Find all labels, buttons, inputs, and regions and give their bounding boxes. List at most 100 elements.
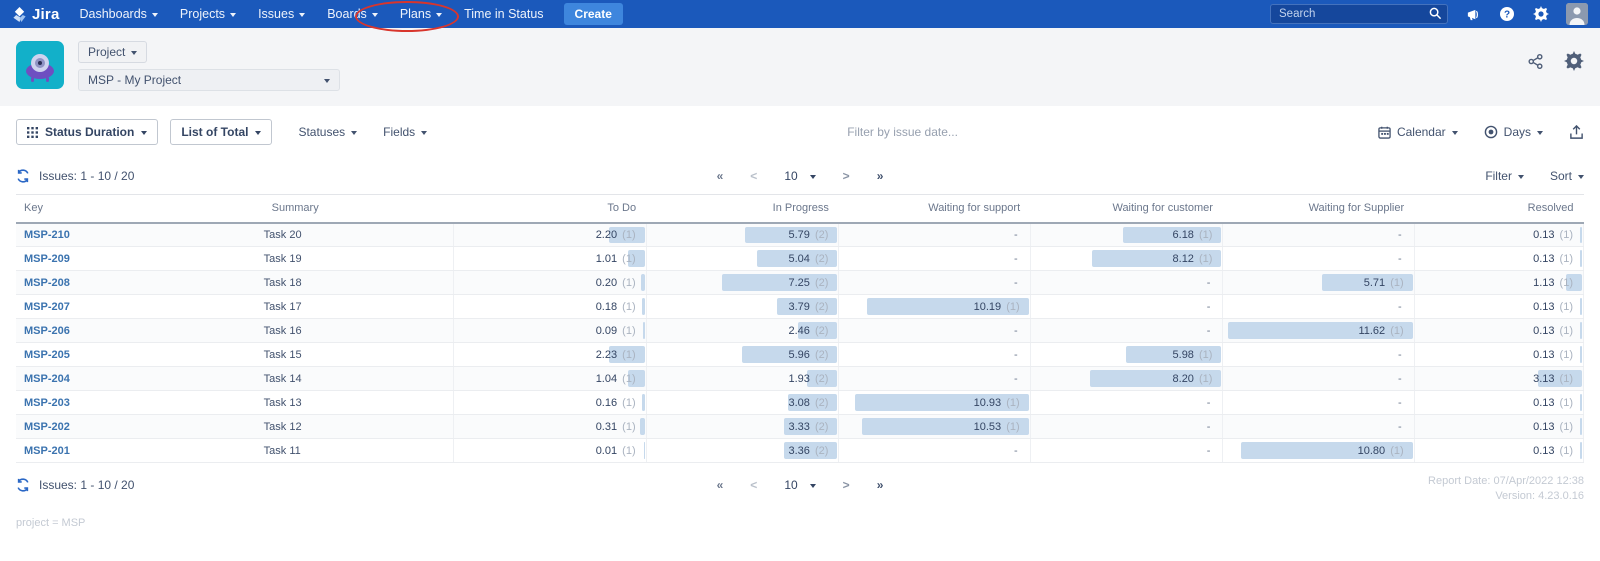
nav-item-dashboards[interactable]: Dashboards <box>80 7 158 21</box>
jira-logo[interactable]: Jira <box>12 6 60 23</box>
column-header-waiting-support[interactable]: Waiting for support <box>838 194 1031 224</box>
duration-count: (1) <box>619 420 636 433</box>
duration-bar <box>642 394 645 411</box>
nav-item-label: Plans <box>399 7 432 21</box>
column-header-summary[interactable]: Summary <box>263 194 454 224</box>
duration-bar <box>1580 394 1582 411</box>
project-type-dropdown[interactable]: Project <box>78 41 148 63</box>
column-header-waiting-customer[interactable]: Waiting for customer <box>1030 194 1223 224</box>
export-icon[interactable] <box>1569 124 1584 140</box>
project-select[interactable]: MSP - My Project <box>78 69 340 91</box>
page-size-dropdown[interactable]: 10 <box>784 169 816 183</box>
issue-key-link[interactable]: MSP-203 <box>24 396 70 409</box>
column-header-resolved[interactable]: Resolved <box>1414 194 1584 224</box>
duration-value: 3.13 <box>1533 372 1555 385</box>
duration-value: 10.93 <box>973 396 1002 409</box>
nav-menu: Dashboards Projects Issues Boards Plans … <box>80 7 544 21</box>
duration-value: 0.09 <box>595 324 618 337</box>
duration-value: - <box>1013 372 1018 385</box>
issue-key-link[interactable]: MSP-201 <box>24 444 70 457</box>
duration-bar <box>721 274 838 291</box>
refresh-icon[interactable] <box>16 169 30 183</box>
duration-count: (1) <box>1556 324 1573 337</box>
announcements-icon[interactable] <box>1464 5 1482 23</box>
duration-bar <box>1580 442 1582 459</box>
issue-key-link[interactable]: MSP-209 <box>24 252 70 265</box>
nav-item-plans[interactable]: Plans <box>399 7 443 21</box>
nav-item-boards[interactable]: Boards <box>327 7 378 21</box>
duration-value: - <box>1206 396 1211 409</box>
duration-bar <box>1125 346 1222 363</box>
duration-cell: 0.13 (1) <box>1413 246 1585 271</box>
duration-bar <box>641 274 645 291</box>
search-icon[interactable] <box>1429 7 1442 20</box>
duration-value: - <box>1013 444 1018 457</box>
duration-count: (1) <box>1387 324 1404 337</box>
chevron-down-icon <box>131 50 138 55</box>
issue-key-link[interactable]: MSP-206 <box>24 324 70 337</box>
settings-gear-icon[interactable] <box>1564 51 1584 71</box>
share-icon[interactable] <box>1527 53 1544 70</box>
duration-cell: - <box>1029 318 1223 343</box>
calendar-dropdown[interactable]: Calendar <box>1378 125 1458 139</box>
first-page-icon[interactable]: « <box>716 478 724 492</box>
duration-cell: - <box>838 246 1031 271</box>
duration-value: 5.04 <box>788 252 810 265</box>
status-duration-dropdown[interactable]: Status Duration <box>16 119 159 145</box>
next-page-icon[interactable]: > <box>842 478 850 492</box>
nav-item-label: Projects <box>179 7 226 21</box>
svg-text:?: ? <box>1504 10 1510 21</box>
help-icon[interactable]: ? <box>1498 5 1516 23</box>
last-page-icon[interactable]: » <box>876 478 884 492</box>
duration-count: (1) <box>619 348 636 361</box>
chevron-down-icon <box>436 12 443 17</box>
days-dropdown[interactable]: Days <box>1484 125 1543 139</box>
next-page-icon[interactable]: > <box>842 169 850 183</box>
gear-icon[interactable] <box>1532 5 1550 23</box>
duration-value: 0.31 <box>595 420 618 433</box>
refresh-icon[interactable] <box>16 478 30 492</box>
page-size-dropdown[interactable]: 10 <box>784 478 816 492</box>
list-of-total-dropdown[interactable]: List of Total <box>170 119 273 145</box>
duration-cell: - <box>838 318 1031 343</box>
chevron-down-icon <box>809 483 816 488</box>
column-header-todo[interactable]: To Do <box>453 194 647 224</box>
nav-item-time-in-status[interactable]: Time in Status <box>464 7 543 21</box>
column-header-key[interactable]: Key <box>16 194 264 224</box>
nav-item-projects[interactable]: Projects <box>179 7 237 21</box>
duration-bar <box>1090 370 1222 387</box>
duration-value: 0.13 <box>1533 396 1555 409</box>
column-header-waiting-supplier[interactable]: Waiting for Supplier <box>1222 194 1415 224</box>
issue-key-link[interactable]: MSP-204 <box>24 372 70 385</box>
user-avatar[interactable] <box>1566 3 1588 25</box>
sort-dropdown[interactable]: Sort <box>1550 169 1584 183</box>
first-page-icon[interactable]: « <box>716 169 724 183</box>
issue-date-filter-input[interactable] <box>792 125 1013 139</box>
statuses-dropdown[interactable]: Statuses <box>298 125 358 139</box>
create-button[interactable]: Create <box>563 3 623 25</box>
fields-dropdown[interactable]: Fields <box>383 125 428 139</box>
prev-page-icon[interactable]: < <box>750 478 758 492</box>
duration-count <box>1018 349 1020 361</box>
duration-cell: 2.20 (1) <box>452 222 647 247</box>
issues-table-container: Key Summary To Do In Progress Waiting fo… <box>0 194 1600 463</box>
duration-value: 0.13 <box>1533 228 1555 241</box>
search-input[interactable] <box>1270 4 1448 24</box>
filter-dropdown[interactable]: Filter <box>1485 169 1524 183</box>
issue-date-filter <box>439 125 1366 139</box>
prev-page-icon[interactable]: < <box>750 169 758 183</box>
issue-key-link[interactable]: MSP-205 <box>24 348 70 361</box>
issue-key-link[interactable]: MSP-207 <box>24 300 70 313</box>
last-page-icon[interactable]: » <box>876 169 884 183</box>
column-header-in-progress[interactable]: In Progress <box>646 194 839 224</box>
duration-count: (1) <box>619 444 636 457</box>
nav-item-issues[interactable]: Issues <box>258 7 306 21</box>
issue-key-link[interactable]: MSP-208 <box>24 276 70 289</box>
duration-bar <box>855 394 1029 411</box>
duration-value: 10.19 <box>973 300 1002 313</box>
issue-key-link[interactable]: MSP-202 <box>24 420 70 433</box>
footer-issues-label: Issues: 1 - 10 / 20 <box>39 478 135 492</box>
issue-key-link[interactable]: MSP-210 <box>24 228 70 241</box>
duration-bar <box>756 250 838 267</box>
duration-count <box>1018 253 1020 265</box>
